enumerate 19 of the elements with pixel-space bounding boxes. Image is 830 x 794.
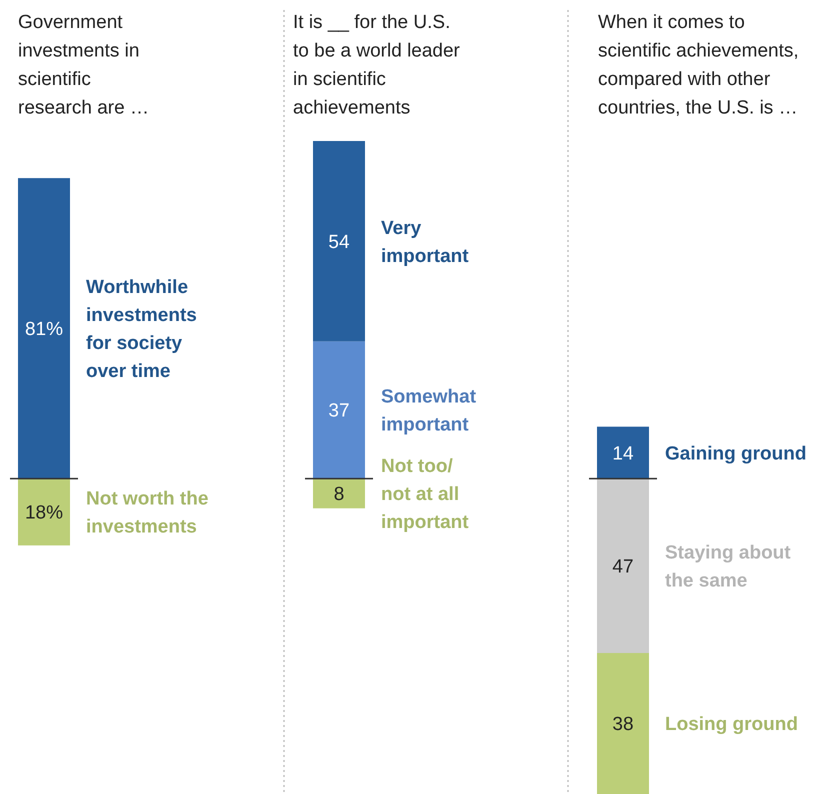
text: When it comes to scientific achievements, compared with other countries, the U.S. is … [598, 12, 799, 118]
data-label: 54 [328, 232, 350, 253]
chart-title: Government investments in scientific research are … [18, 12, 149, 118]
data-label: 14 [612, 443, 634, 464]
data-label: 47 [612, 556, 634, 578]
chart-title: It is __ for the U.S. to be a world leader in scientific achievements [293, 12, 461, 118]
data-label: 81% [24, 319, 64, 340]
series-label: Gaining ground [665, 443, 806, 464]
series-label: Worthwhile investments for society over time [86, 277, 197, 382]
data-label: 38 [612, 714, 634, 736]
series-label: Staying about the same [665, 542, 792, 592]
data-label: 37 [328, 400, 350, 422]
data-label: 18% [24, 502, 64, 524]
data-label: 8 [334, 484, 344, 506]
series-label: Very important [381, 218, 470, 267]
series-label: Not too/ not at all important [381, 456, 470, 534]
series-label: Not worth the investments [86, 488, 208, 538]
series-label: Losing ground [665, 714, 798, 736]
series-label: Somewhat important [381, 386, 477, 436]
